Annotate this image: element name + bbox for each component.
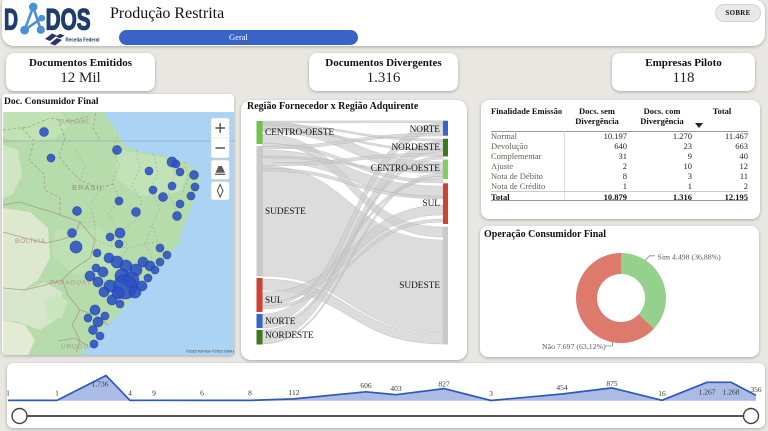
svg-text:PARAGUAY: PARAGUAY bbox=[50, 280, 92, 287]
svg-text:SUL: SUL bbox=[422, 199, 440, 209]
svg-text:1.736: 1.736 bbox=[92, 380, 109, 389]
svg-text:NORDESTE: NORDESTE bbox=[265, 331, 314, 341]
svg-text:112: 112 bbox=[289, 388, 300, 397]
svg-text:606: 606 bbox=[360, 381, 372, 390]
svg-text:9: 9 bbox=[152, 389, 156, 398]
svg-text:CENTRO-OESTE: CENTRO-OESTE bbox=[371, 164, 441, 174]
svg-text:827: 827 bbox=[438, 379, 450, 388]
svg-text:D: D bbox=[4, 4, 18, 37]
svg-text:1: 1 bbox=[55, 389, 59, 398]
svg-text:NORTE: NORTE bbox=[410, 125, 441, 135]
svg-text:Não 7.697 (63,12%): Não 7.697 (63,12%) bbox=[542, 342, 606, 351]
svg-text:SURINAME: SURINAME bbox=[59, 120, 90, 126]
svg-text:875: 875 bbox=[606, 379, 618, 388]
svg-text:4: 4 bbox=[128, 389, 132, 398]
svg-text:1: 1 bbox=[7, 389, 10, 398]
svg-text:NORDESTE: NORDESTE bbox=[391, 143, 440, 153]
svg-text:3: 3 bbox=[489, 389, 493, 398]
svg-text:1.267: 1.267 bbox=[699, 388, 716, 397]
svg-text:8: 8 bbox=[248, 389, 252, 398]
svg-text:16: 16 bbox=[658, 389, 666, 398]
svg-text:356: 356 bbox=[750, 385, 762, 394]
svg-text:NORTE: NORTE bbox=[265, 317, 296, 327]
svg-text:SUL: SUL bbox=[265, 296, 283, 306]
svg-text:CENTRO-OESTE: CENTRO-OESTE bbox=[265, 128, 335, 138]
svg-text:BRASIL: BRASIL bbox=[72, 183, 105, 192]
svg-text:SUDESTE: SUDESTE bbox=[399, 281, 440, 291]
svg-text:1.268: 1.268 bbox=[723, 388, 740, 397]
svg-text:BOLÍVIA: BOLÍVIA bbox=[15, 236, 46, 245]
svg-text:Sim 4.498 (36,88%): Sim 4.498 (36,88%) bbox=[658, 253, 722, 262]
svg-text:Receita Federal: Receita Federal bbox=[66, 37, 100, 43]
svg-text:DOS: DOS bbox=[46, 4, 91, 37]
svg-text:6: 6 bbox=[200, 389, 204, 398]
svg-text:454: 454 bbox=[556, 383, 568, 392]
svg-text:URUGUAY: URUGUAY bbox=[61, 344, 99, 351]
svg-text:403: 403 bbox=[390, 384, 402, 393]
svg-text:©2023 TomTom ©2023 OSM Feedbac: ©2023 TomTom ©2023 OSM Feedback bbox=[186, 350, 234, 354]
svg-text:SUDESTE: SUDESTE bbox=[265, 207, 306, 217]
